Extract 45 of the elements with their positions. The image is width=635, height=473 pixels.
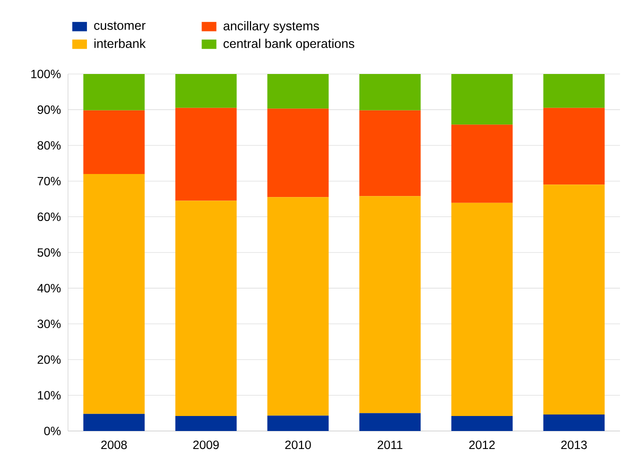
- y-tick-label: 10%: [38, 391, 61, 400]
- x-tick-label: 2012: [469, 440, 495, 450]
- bar: [175, 416, 237, 431]
- bar: [451, 124, 513, 203]
- y-tick-label: 60%: [38, 212, 61, 222]
- bar: [267, 416, 329, 431]
- bar: [543, 184, 605, 415]
- y-tick-label: 40%: [37, 284, 61, 292]
- bar: [175, 108, 237, 201]
- legend-label: central bank operations: [224, 38, 354, 51]
- bar: [267, 74, 329, 109]
- y-tick-label: 100%: [31, 70, 61, 78]
- x-tick-label: 2013: [561, 440, 587, 450]
- bar: [359, 74, 421, 110]
- bar: [543, 74, 605, 108]
- bar: [359, 413, 421, 431]
- bar: [175, 74, 237, 108]
- legend-label: interbank: [94, 38, 146, 48]
- x-tick-label: 2008: [101, 440, 127, 450]
- bar: [359, 110, 421, 196]
- x-tick-label: 2009: [193, 440, 219, 450]
- legend-label: customer: [94, 22, 146, 30]
- bar: [543, 414, 605, 431]
- y-tick-label: 0%: [44, 426, 61, 436]
- bar: [267, 197, 329, 416]
- y-tick-label: 80%: [38, 141, 61, 150]
- bar: [267, 108, 329, 198]
- x-tick-label: 2011: [378, 440, 402, 450]
- y-tick-label: 30%: [38, 320, 61, 328]
- bar: [543, 108, 605, 185]
- x-tick-label: 2010: [285, 440, 311, 450]
- legend-label: ancillary systems: [224, 21, 319, 33]
- bar: [83, 110, 145, 174]
- bar: [451, 74, 513, 125]
- bar: [175, 200, 237, 416]
- bar: [451, 416, 513, 431]
- bar: [83, 174, 145, 414]
- y-tick-label: 50%: [38, 248, 61, 257]
- y-tick-label: 20%: [38, 355, 61, 364]
- bar: [83, 414, 145, 431]
- y-tick-label: 70%: [38, 176, 61, 186]
- bar: [83, 74, 145, 110]
- bar: [451, 202, 513, 416]
- y-tick-label: 90%: [38, 105, 61, 114]
- bar: [359, 196, 421, 414]
